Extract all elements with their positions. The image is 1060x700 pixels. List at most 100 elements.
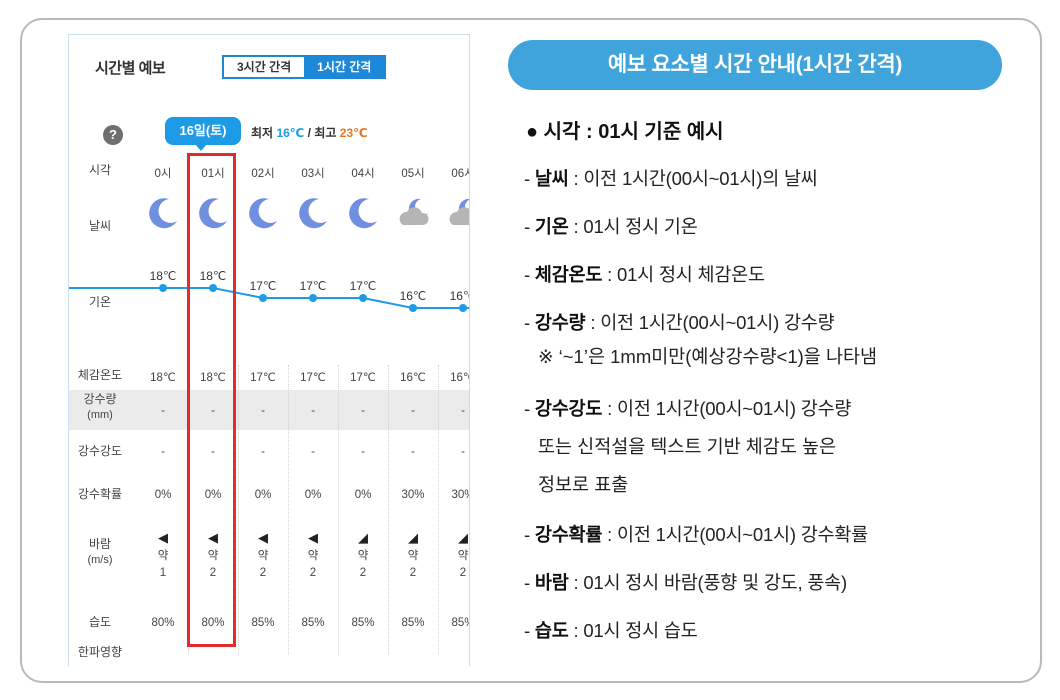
max-label: 최고 bbox=[314, 126, 337, 140]
humidity-cell: 85% bbox=[251, 617, 275, 629]
temperature-label: 18℃ bbox=[150, 269, 177, 283]
guide-item-wind: - 바람 : 01시 정시 바람(풍향 및 강도, 풍속) bbox=[524, 572, 847, 593]
guide-item-temp: - 기온 : 01시 정시 기온 bbox=[524, 216, 698, 237]
row-label-feels: 체감온도 bbox=[77, 368, 123, 382]
wind-arrow-icon: ◢ bbox=[358, 530, 368, 545]
wind-cell: ◀ 약 2 bbox=[288, 529, 338, 582]
wind-arrow-icon: ◀ bbox=[208, 530, 218, 545]
moon-icon bbox=[295, 195, 331, 231]
wind-arrow-icon: ◢ bbox=[408, 530, 418, 545]
time-cell: 01시 bbox=[201, 168, 225, 180]
highlight-01-column bbox=[187, 153, 236, 647]
moon-icon bbox=[195, 195, 231, 231]
max-temp: 23℃ bbox=[339, 126, 368, 140]
feels-cell: 16℃ bbox=[450, 372, 469, 384]
tab-1-hour[interactable]: 1시간 간격 bbox=[304, 57, 385, 77]
rain-amount-cell: - bbox=[461, 405, 465, 417]
humidity-cell: 85% bbox=[301, 617, 325, 629]
column-separator bbox=[238, 365, 239, 655]
wind-level: 약 bbox=[407, 550, 419, 562]
guide-item-rain-amount: - 강수량 : 이전 1시간(00시~01시) 강수량 bbox=[524, 312, 835, 333]
rain-intensity-cell: - bbox=[461, 446, 465, 458]
rain-prob-cell: 0% bbox=[304, 489, 322, 501]
row-label-weather: 날씨 bbox=[88, 219, 112, 233]
row-label-cold: 한파영향 bbox=[77, 645, 123, 659]
rain-prob-cell: 0% bbox=[154, 489, 172, 501]
feels-cell: 17℃ bbox=[350, 372, 376, 384]
wind-cell: ◀ 약 2 bbox=[238, 529, 288, 582]
separator: / bbox=[307, 126, 312, 140]
guide-item-humidity: - 습도 : 01시 정시 습도 bbox=[524, 620, 698, 641]
rain-intensity-cell: - bbox=[361, 446, 365, 458]
time-cell: 02시 bbox=[251, 168, 275, 180]
cloud-moon-icon bbox=[445, 195, 469, 231]
temperature-point bbox=[409, 304, 417, 312]
feels-cell: 18℃ bbox=[200, 372, 226, 384]
tab-3-hour[interactable]: 3시간 간격 bbox=[224, 57, 305, 77]
time-cell: 0시 bbox=[154, 168, 172, 180]
temperature-label: 18℃ bbox=[200, 269, 227, 283]
min-max-temp: 최저 16℃ / 최고 23℃ bbox=[251, 124, 368, 141]
wind-speed: 2 bbox=[259, 567, 267, 579]
time-cell: 03시 bbox=[301, 168, 325, 180]
time-cell: 06시 bbox=[451, 168, 469, 180]
humidity-cell: 85% bbox=[401, 617, 425, 629]
hourly-forecast-widget: 시간별 예보 3시간 간격 1시간 간격 ? 16일(토) 최저 16℃ / 최… bbox=[68, 34, 470, 666]
rain-intensity-cell: - bbox=[161, 446, 165, 458]
rain-amount-cell: - bbox=[411, 405, 415, 417]
row-label-rain-unit: (mm) bbox=[87, 409, 113, 421]
humidity-cell: 80% bbox=[151, 617, 175, 629]
wind-speed: 1 bbox=[159, 567, 167, 579]
rain-amount-cell: - bbox=[211, 405, 215, 417]
guide-title: 예보 요소별 시간 안내(1시간 간격) bbox=[508, 40, 1002, 90]
wind-level: 약 bbox=[257, 550, 269, 562]
moon-icon bbox=[145, 195, 181, 231]
temperature-label: 16℃ bbox=[400, 289, 427, 303]
rain-amount-cell: - bbox=[361, 405, 365, 417]
help-icon[interactable]: ? bbox=[103, 125, 123, 145]
moon-icon bbox=[345, 195, 381, 231]
wind-speed: 2 bbox=[209, 567, 217, 579]
wind-level: 약 bbox=[207, 550, 219, 562]
feels-cell: 17℃ bbox=[300, 372, 326, 384]
guide-item-weather: - 날씨 : 이전 1시간(00시~01시)의 날씨 bbox=[524, 168, 818, 189]
guide-item-rain-prob: - 강수확률 : 이전 1시간(00시~01시) 강수확률 bbox=[524, 524, 869, 545]
column-separator bbox=[438, 365, 439, 655]
guide-item-rain-intensity: - 강수강도 : 이전 1시간(00시~01시) 강수량 bbox=[524, 398, 852, 419]
wind-cell: ◢ 약 2 bbox=[338, 529, 388, 582]
column-separator bbox=[388, 365, 389, 655]
wind-speed: 2 bbox=[309, 567, 317, 579]
temperature-point bbox=[309, 294, 317, 302]
guide-intensity-line3: 정보로 표출 bbox=[538, 474, 629, 495]
feels-cell: 17℃ bbox=[250, 372, 276, 384]
temperature-point bbox=[359, 294, 367, 302]
row-label-time: 시각 bbox=[88, 163, 112, 177]
widget-title: 시간별 예보 bbox=[95, 60, 166, 77]
row-label-rain-intensity: 강수강도 bbox=[77, 444, 123, 458]
guide-heading: ● 시각 : 01시 기준 예시 bbox=[526, 121, 724, 143]
rain-amount-cell: - bbox=[311, 405, 315, 417]
wind-level: 약 bbox=[157, 550, 169, 562]
min-temp: 16℃ bbox=[276, 126, 305, 140]
rain-prob-cell: 0% bbox=[354, 489, 372, 501]
wind-speed: 2 bbox=[459, 567, 467, 579]
wind-level: 약 bbox=[307, 550, 319, 562]
wind-arrow-icon: ◀ bbox=[308, 530, 318, 545]
wind-cell: ◢ 약 2 bbox=[388, 529, 438, 582]
date-badge: 16일(토) bbox=[165, 117, 241, 151]
moon-icon bbox=[245, 195, 281, 231]
temperature-label: 17℃ bbox=[250, 279, 277, 293]
rain-prob-cell: 0% bbox=[254, 489, 272, 501]
column-separator bbox=[288, 365, 289, 655]
wind-speed: 2 bbox=[359, 567, 367, 579]
temperature-point bbox=[209, 284, 217, 292]
wind-level: 약 bbox=[457, 550, 469, 562]
humidity-cell: 85% bbox=[451, 617, 469, 629]
rain-amount-cell: - bbox=[261, 405, 265, 417]
temperature-point bbox=[159, 284, 167, 292]
rain-prob-cell: 30% bbox=[451, 489, 469, 501]
rain-prob-cell: 0% bbox=[204, 489, 222, 501]
rain-amount-cell: - bbox=[161, 405, 165, 417]
wind-level: 약 bbox=[357, 550, 369, 562]
humidity-cell: 85% bbox=[351, 617, 375, 629]
